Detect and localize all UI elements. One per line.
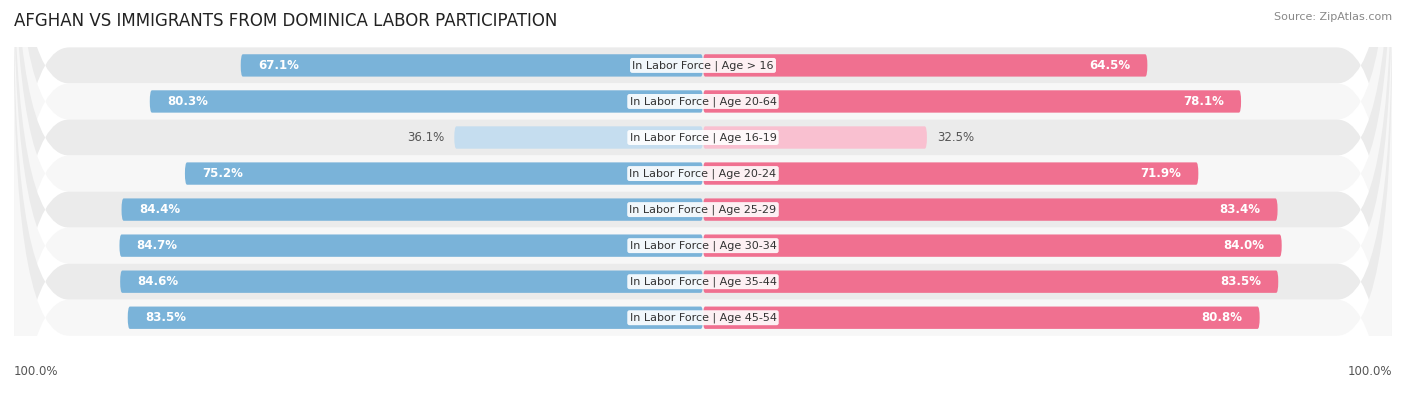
Text: In Labor Force | Age 25-29: In Labor Force | Age 25-29 [630, 204, 776, 215]
Text: 84.4%: 84.4% [139, 203, 180, 216]
FancyBboxPatch shape [703, 307, 1260, 329]
FancyBboxPatch shape [703, 90, 1241, 113]
Text: 67.1%: 67.1% [257, 59, 299, 72]
FancyBboxPatch shape [150, 90, 703, 113]
FancyBboxPatch shape [14, 0, 1392, 395]
FancyBboxPatch shape [14, 11, 1392, 395]
FancyBboxPatch shape [14, 0, 1392, 395]
FancyBboxPatch shape [128, 307, 703, 329]
Text: AFGHAN VS IMMIGRANTS FROM DOMINICA LABOR PARTICIPATION: AFGHAN VS IMMIGRANTS FROM DOMINICA LABOR… [14, 12, 557, 30]
Text: 83.4%: 83.4% [1219, 203, 1260, 216]
Text: In Labor Force | Age 30-34: In Labor Force | Age 30-34 [630, 241, 776, 251]
FancyBboxPatch shape [703, 235, 1282, 257]
Text: 80.3%: 80.3% [167, 95, 208, 108]
Text: 84.0%: 84.0% [1223, 239, 1264, 252]
FancyBboxPatch shape [14, 0, 1392, 372]
Text: 100.0%: 100.0% [14, 365, 59, 378]
Text: 36.1%: 36.1% [406, 131, 444, 144]
FancyBboxPatch shape [14, 0, 1392, 336]
Text: In Labor Force | Age 45-54: In Labor Force | Age 45-54 [630, 312, 776, 323]
FancyBboxPatch shape [703, 126, 927, 149]
Text: 84.6%: 84.6% [138, 275, 179, 288]
Text: 71.9%: 71.9% [1140, 167, 1181, 180]
Text: Source: ZipAtlas.com: Source: ZipAtlas.com [1274, 12, 1392, 22]
FancyBboxPatch shape [703, 54, 1147, 77]
FancyBboxPatch shape [14, 0, 1392, 395]
Text: 83.5%: 83.5% [145, 311, 186, 324]
FancyBboxPatch shape [703, 198, 1278, 221]
Text: 32.5%: 32.5% [938, 131, 974, 144]
Text: 100.0%: 100.0% [1347, 365, 1392, 378]
FancyBboxPatch shape [454, 126, 703, 149]
FancyBboxPatch shape [120, 271, 703, 293]
Text: In Labor Force | Age 20-64: In Labor Force | Age 20-64 [630, 96, 776, 107]
Text: In Labor Force | Age > 16: In Labor Force | Age > 16 [633, 60, 773, 71]
Text: 75.2%: 75.2% [202, 167, 243, 180]
Text: In Labor Force | Age 16-19: In Labor Force | Age 16-19 [630, 132, 776, 143]
Text: 84.7%: 84.7% [136, 239, 177, 252]
FancyBboxPatch shape [14, 47, 1392, 395]
Text: In Labor Force | Age 20-24: In Labor Force | Age 20-24 [630, 168, 776, 179]
FancyBboxPatch shape [14, 0, 1392, 395]
Text: 64.5%: 64.5% [1090, 59, 1130, 72]
Text: In Labor Force | Age 35-44: In Labor Force | Age 35-44 [630, 276, 776, 287]
FancyBboxPatch shape [120, 235, 703, 257]
Text: 83.5%: 83.5% [1220, 275, 1261, 288]
FancyBboxPatch shape [186, 162, 703, 185]
FancyBboxPatch shape [703, 162, 1198, 185]
FancyBboxPatch shape [121, 198, 703, 221]
FancyBboxPatch shape [703, 271, 1278, 293]
Text: 78.1%: 78.1% [1182, 95, 1223, 108]
FancyBboxPatch shape [240, 54, 703, 77]
Text: 80.8%: 80.8% [1202, 311, 1243, 324]
